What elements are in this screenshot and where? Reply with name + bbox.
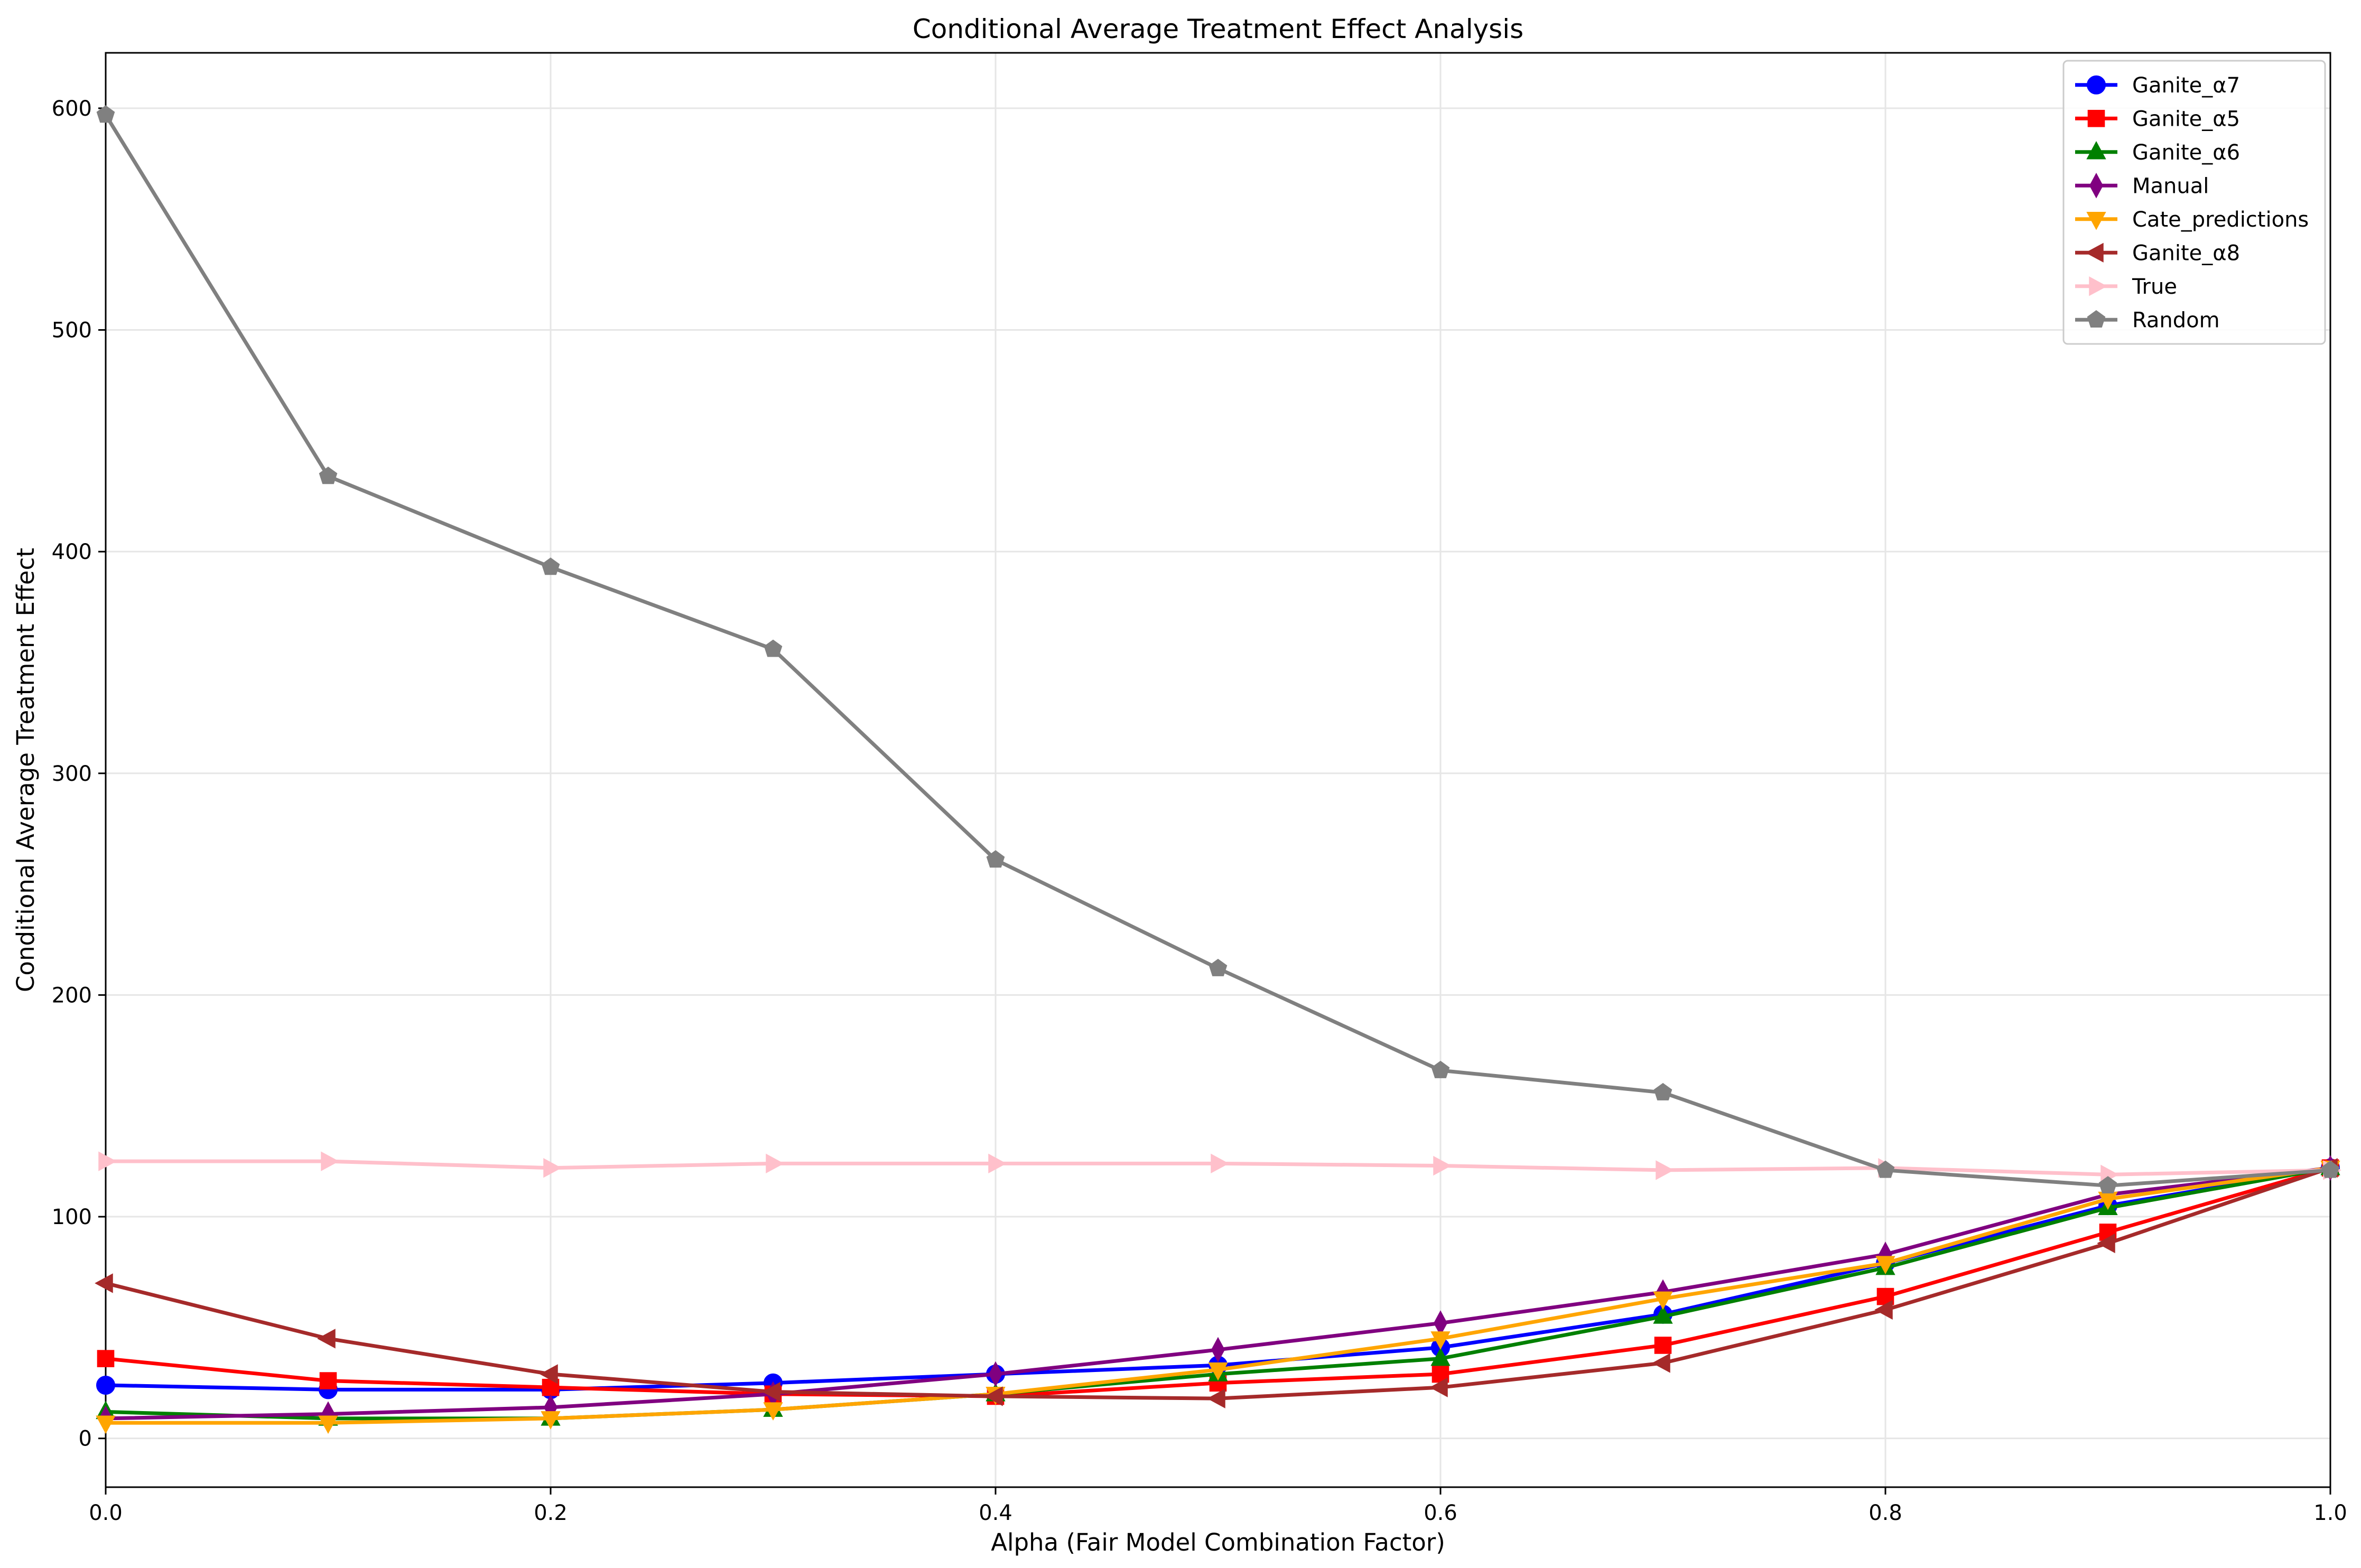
axes: 0.0 0.2 0.4 0.6 0.8 1.0 0 100 200 300 400 500 600	[52, 52, 2347, 1525]
data-point	[1430, 1331, 1451, 1350]
legend-label: Manual	[2132, 174, 2209, 198]
data-point	[764, 639, 783, 657]
data-point	[986, 850, 1005, 868]
legend-box	[2062, 60, 2326, 345]
data-point	[988, 1153, 1007, 1174]
data-point	[98, 1151, 117, 1171]
x-tick-label: 0.6	[1424, 1501, 1457, 1525]
legend-entry: Ganite_α6	[2075, 141, 2240, 165]
data-point	[984, 1386, 1003, 1406]
data-point	[1209, 958, 1228, 976]
data-point	[319, 1372, 337, 1389]
y-tick-label: 600	[52, 97, 92, 121]
data-point	[97, 1350, 115, 1367]
y-tick-label: 100	[52, 1205, 92, 1229]
legend-label: True	[2132, 275, 2177, 299]
data-point	[96, 105, 115, 123]
data-point	[1211, 1337, 1225, 1363]
data-point	[1652, 1353, 1670, 1373]
legend-swatch-marker	[2087, 109, 2105, 127]
legend-swatch-marker	[2089, 276, 2107, 296]
data-point	[1653, 1082, 1672, 1100]
x-tick-label: 0.8	[1869, 1501, 1902, 1525]
data-point	[1876, 1160, 1895, 1178]
legend-label: Ganite_α7	[2132, 73, 2240, 98]
y-tick-label: 400	[52, 540, 92, 564]
series-layer	[95, 105, 2341, 1434]
legend-entry: Ganite_α5	[2075, 107, 2240, 131]
data-point	[317, 1329, 336, 1349]
data-point	[1653, 1305, 1673, 1324]
plot-frame	[105, 52, 2331, 1488]
data-point	[2321, 1160, 2340, 1178]
data-point	[319, 466, 338, 484]
x-tick-label: 0.2	[534, 1501, 568, 1525]
data-point	[766, 1153, 784, 1174]
data-point	[541, 557, 560, 575]
x-tick-label: 1.0	[2313, 1501, 2347, 1525]
legend-label: Cate_predictions	[2132, 208, 2309, 232]
data-point	[1431, 1060, 1450, 1078]
y-tick-label: 0	[79, 1427, 92, 1451]
legend-swatch-marker	[2086, 212, 2106, 230]
data-point	[1654, 1337, 1672, 1354]
data-point	[318, 1415, 338, 1434]
data-point	[763, 1402, 783, 1421]
data-point	[540, 1364, 558, 1384]
y-tick-label: 300	[52, 762, 92, 786]
data-point	[2098, 1176, 2117, 1194]
data-point	[1653, 1291, 1673, 1310]
data-point	[1429, 1377, 1448, 1397]
legend-label: Ganite_α6	[2132, 141, 2240, 165]
data-point	[1874, 1300, 1893, 1320]
data-point	[1211, 1153, 1229, 1174]
x-axis-label: Alpha (Fair Model Combination Factor)	[991, 1528, 1445, 1556]
legend-label: Random	[2132, 308, 2220, 332]
x-tick-label: 0.4	[979, 1501, 1012, 1525]
data-point	[988, 1361, 1003, 1387]
legend-entry: Ganite_α8	[2075, 241, 2240, 265]
series-Cate_predictions	[96, 1160, 2340, 1434]
legend-entry: Cate_predictions	[2075, 208, 2309, 232]
data-point	[321, 1151, 339, 1171]
legend-label: Ganite_α8	[2132, 241, 2240, 265]
legend-entry: Ganite_α7	[2075, 73, 2240, 98]
legend-entry: True	[2075, 275, 2177, 299]
data-point	[96, 1375, 115, 1395]
data-point	[1656, 1160, 1674, 1180]
legend-swatch-marker	[2089, 173, 2104, 199]
y-tick-label: 500	[52, 319, 92, 343]
data-point	[541, 1411, 561, 1430]
y-tick-label: 200	[52, 983, 92, 1007]
legend-label: Ganite_α5	[2132, 107, 2240, 131]
data-point	[2097, 1233, 2115, 1254]
legend-swatch-marker	[2086, 141, 2106, 160]
legend-entry: Manual	[2075, 173, 2209, 199]
data-point	[1433, 1155, 1452, 1176]
legend-swatch-marker	[2087, 75, 2106, 95]
data-point	[1430, 1347, 1451, 1366]
data-point	[1207, 1388, 1225, 1408]
data-point	[762, 1382, 780, 1402]
legend-entry: Random	[2075, 308, 2220, 332]
legend-swatch-marker	[2085, 242, 2104, 263]
series-Random	[96, 105, 2340, 1194]
chart-title: Conditional Average Treatment Effect Ana…	[913, 14, 1523, 44]
legend-swatch-marker	[2087, 310, 2106, 328]
data-point	[95, 1273, 113, 1293]
data-point	[1208, 1362, 1228, 1381]
data-point	[96, 1415, 116, 1434]
data-point	[1875, 1256, 1895, 1274]
legend: Ganite_α7 Ganite_α5 Ganite_α6 Manual Cate_pr…	[2062, 60, 2326, 345]
data-point	[543, 1158, 562, 1178]
y-axis-label: Conditional Average Treatment Effect	[12, 548, 40, 992]
x-tick-label: 0.0	[89, 1501, 123, 1525]
